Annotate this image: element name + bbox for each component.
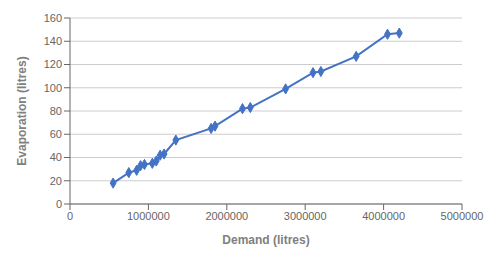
- svg-text:40: 40: [50, 151, 62, 163]
- svg-text:3000000: 3000000: [284, 210, 327, 222]
- svg-text:2000000: 2000000: [205, 210, 248, 222]
- svg-text:20: 20: [50, 175, 62, 187]
- svg-text:120: 120: [44, 58, 62, 70]
- svg-text:100: 100: [44, 82, 62, 94]
- svg-text:4000000: 4000000: [362, 210, 405, 222]
- svg-text:0: 0: [56, 198, 62, 210]
- svg-text:0: 0: [67, 210, 73, 222]
- svg-text:60: 60: [50, 128, 62, 140]
- svg-text:160: 160: [44, 12, 62, 24]
- svg-text:5000000: 5000000: [441, 210, 484, 222]
- svg-text:1000000: 1000000: [127, 210, 170, 222]
- svg-text:80: 80: [50, 105, 62, 117]
- svg-text:Demand (litres): Demand (litres): [222, 233, 309, 247]
- svg-text:140: 140: [44, 35, 62, 47]
- svg-text:Evaporation (litres): Evaporation (litres): [15, 56, 29, 165]
